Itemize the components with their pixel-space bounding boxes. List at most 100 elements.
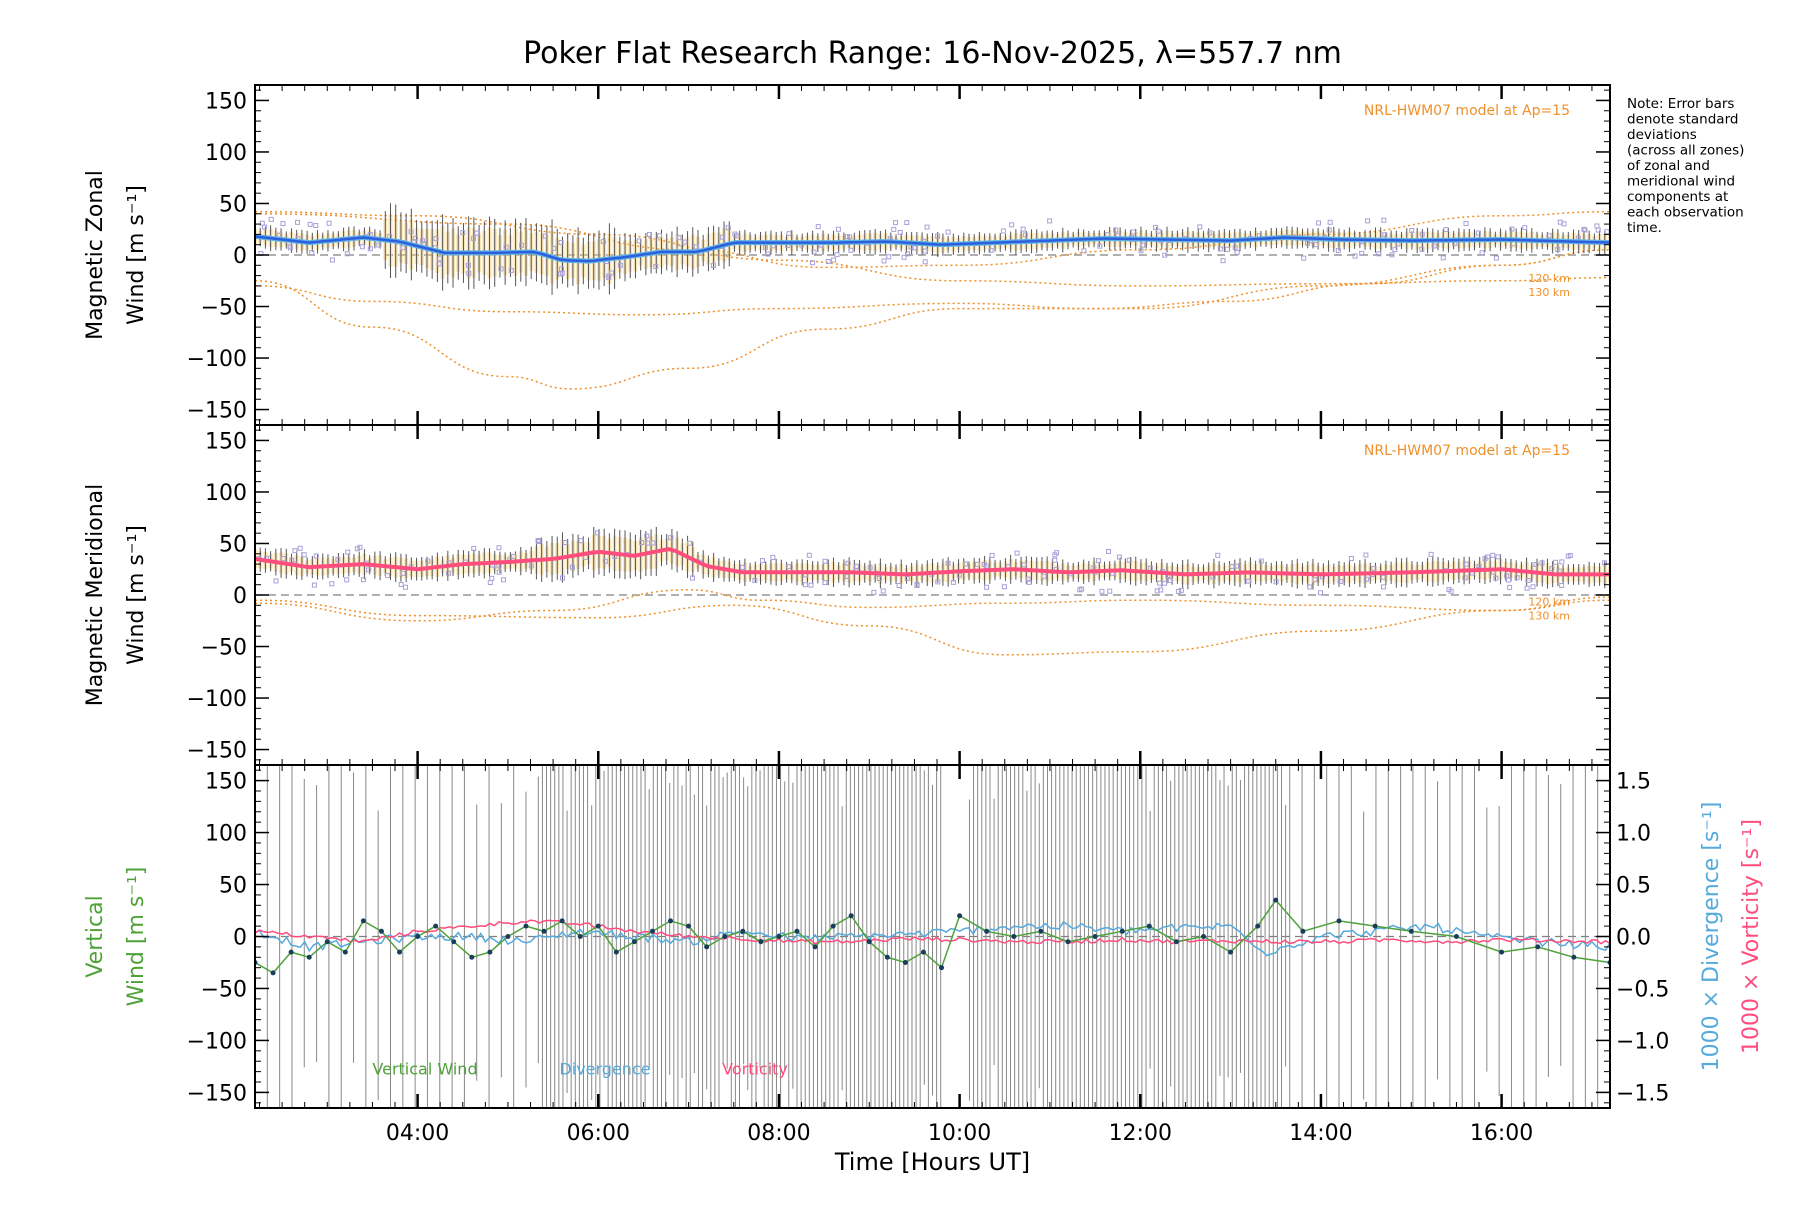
zone-point bbox=[806, 552, 812, 558]
zone-point bbox=[1482, 556, 1488, 562]
y-title-line1: Magnetic Meridional bbox=[83, 484, 108, 706]
zone-point bbox=[1041, 573, 1047, 579]
model-curve bbox=[255, 249, 1610, 390]
plot-area-vertical bbox=[255, 765, 1610, 1108]
zone-point bbox=[1559, 559, 1565, 565]
vertical-wind-point bbox=[1408, 928, 1414, 934]
zone-point bbox=[536, 539, 542, 545]
zone-point bbox=[1220, 258, 1226, 264]
note-line: time. bbox=[1627, 220, 1662, 236]
y-tick-label: 50 bbox=[219, 874, 247, 899]
zone-point bbox=[1463, 221, 1469, 227]
zone-point bbox=[1234, 249, 1240, 255]
zone-point bbox=[1546, 233, 1552, 239]
zone-point bbox=[1549, 566, 1555, 572]
vertical-wind-point bbox=[1273, 897, 1279, 903]
zone-point bbox=[1014, 550, 1020, 556]
vertical-wind-point bbox=[306, 954, 312, 960]
zone-point bbox=[935, 579, 941, 585]
zone-point bbox=[653, 263, 659, 269]
zone-point bbox=[770, 554, 776, 560]
zone-point bbox=[682, 239, 688, 245]
zone-point bbox=[1258, 558, 1264, 564]
zone-point bbox=[602, 558, 608, 564]
zone-point bbox=[1107, 588, 1113, 594]
y-tick-label: 0 bbox=[233, 244, 247, 269]
zone-point bbox=[1217, 246, 1223, 252]
model-curve bbox=[255, 599, 1610, 656]
zone-point bbox=[835, 226, 841, 232]
zone-point bbox=[471, 546, 477, 552]
zone-point bbox=[1022, 232, 1028, 238]
zone-point bbox=[297, 545, 303, 551]
vertical-wind-point bbox=[1011, 934, 1017, 939]
zone-point bbox=[1207, 230, 1213, 236]
zone-point bbox=[508, 267, 514, 273]
vertical-wind-point bbox=[1571, 954, 1577, 960]
vertical-wind-point bbox=[469, 954, 475, 960]
zone-point bbox=[595, 530, 601, 536]
vertical-wind-point bbox=[866, 939, 872, 945]
zone-point bbox=[335, 557, 341, 563]
zone-point bbox=[1443, 227, 1449, 233]
zone-point bbox=[845, 560, 851, 566]
zone-point bbox=[412, 235, 418, 241]
zone-point bbox=[273, 578, 279, 584]
x-tick-label: 08:00 bbox=[747, 1121, 810, 1146]
zone-point bbox=[1514, 575, 1520, 581]
zone-point bbox=[1077, 587, 1083, 593]
vertical-wind-point bbox=[288, 949, 294, 955]
vertical-wind-point bbox=[740, 928, 746, 934]
zone-point bbox=[1009, 222, 1015, 228]
y-tick-label: 100 bbox=[205, 822, 247, 847]
zone-point bbox=[1380, 584, 1386, 590]
vertical-wind-point bbox=[433, 923, 439, 929]
zone-point bbox=[644, 533, 650, 539]
zone-point bbox=[1224, 246, 1230, 252]
vertical-wind-point bbox=[758, 939, 764, 945]
model-curve bbox=[255, 210, 1610, 287]
zone-point bbox=[344, 251, 350, 257]
zone-point bbox=[650, 540, 656, 546]
zone-point bbox=[1382, 232, 1388, 238]
zone-point bbox=[1601, 560, 1607, 566]
zone-point bbox=[1307, 584, 1313, 590]
zone-point bbox=[1559, 582, 1565, 588]
vertical-wind-point bbox=[776, 934, 782, 939]
legend-vertical-wind: Vertical Wind bbox=[372, 1060, 477, 1079]
vertical-wind-point bbox=[559, 918, 565, 924]
zone-point bbox=[498, 266, 504, 272]
zone-point bbox=[810, 260, 816, 266]
zone-point bbox=[687, 540, 693, 546]
vertical-wind-point bbox=[884, 954, 890, 960]
zonal-wind-line bbox=[255, 235, 1610, 263]
vertical-wind-point bbox=[902, 959, 908, 965]
zone-point bbox=[1431, 243, 1437, 249]
vertical-wind-point bbox=[342, 949, 348, 955]
zone-point bbox=[922, 248, 928, 254]
zone-point bbox=[897, 229, 903, 235]
zone-point bbox=[400, 570, 406, 576]
vertical-wind-point bbox=[812, 944, 818, 950]
zone-point bbox=[1553, 559, 1559, 565]
zone-point bbox=[345, 549, 351, 555]
zone-point bbox=[1305, 240, 1311, 246]
zone-point bbox=[542, 233, 548, 239]
zone-point bbox=[1448, 588, 1454, 594]
zone-point bbox=[1505, 577, 1511, 583]
zone-point bbox=[1097, 243, 1103, 249]
zone-point bbox=[802, 582, 808, 588]
zone-point bbox=[848, 247, 854, 253]
zone-point bbox=[950, 579, 956, 585]
zone-point bbox=[1376, 251, 1382, 257]
zone-point bbox=[1581, 226, 1587, 232]
zone-point bbox=[344, 577, 350, 583]
model-alt-label: 120 km bbox=[1528, 595, 1570, 608]
zone-point bbox=[845, 574, 851, 580]
zone-point bbox=[822, 580, 828, 586]
y-tick-label: −50 bbox=[201, 636, 247, 661]
zone-point bbox=[301, 552, 307, 558]
zone-point bbox=[313, 223, 319, 229]
zone-point bbox=[1490, 552, 1496, 558]
